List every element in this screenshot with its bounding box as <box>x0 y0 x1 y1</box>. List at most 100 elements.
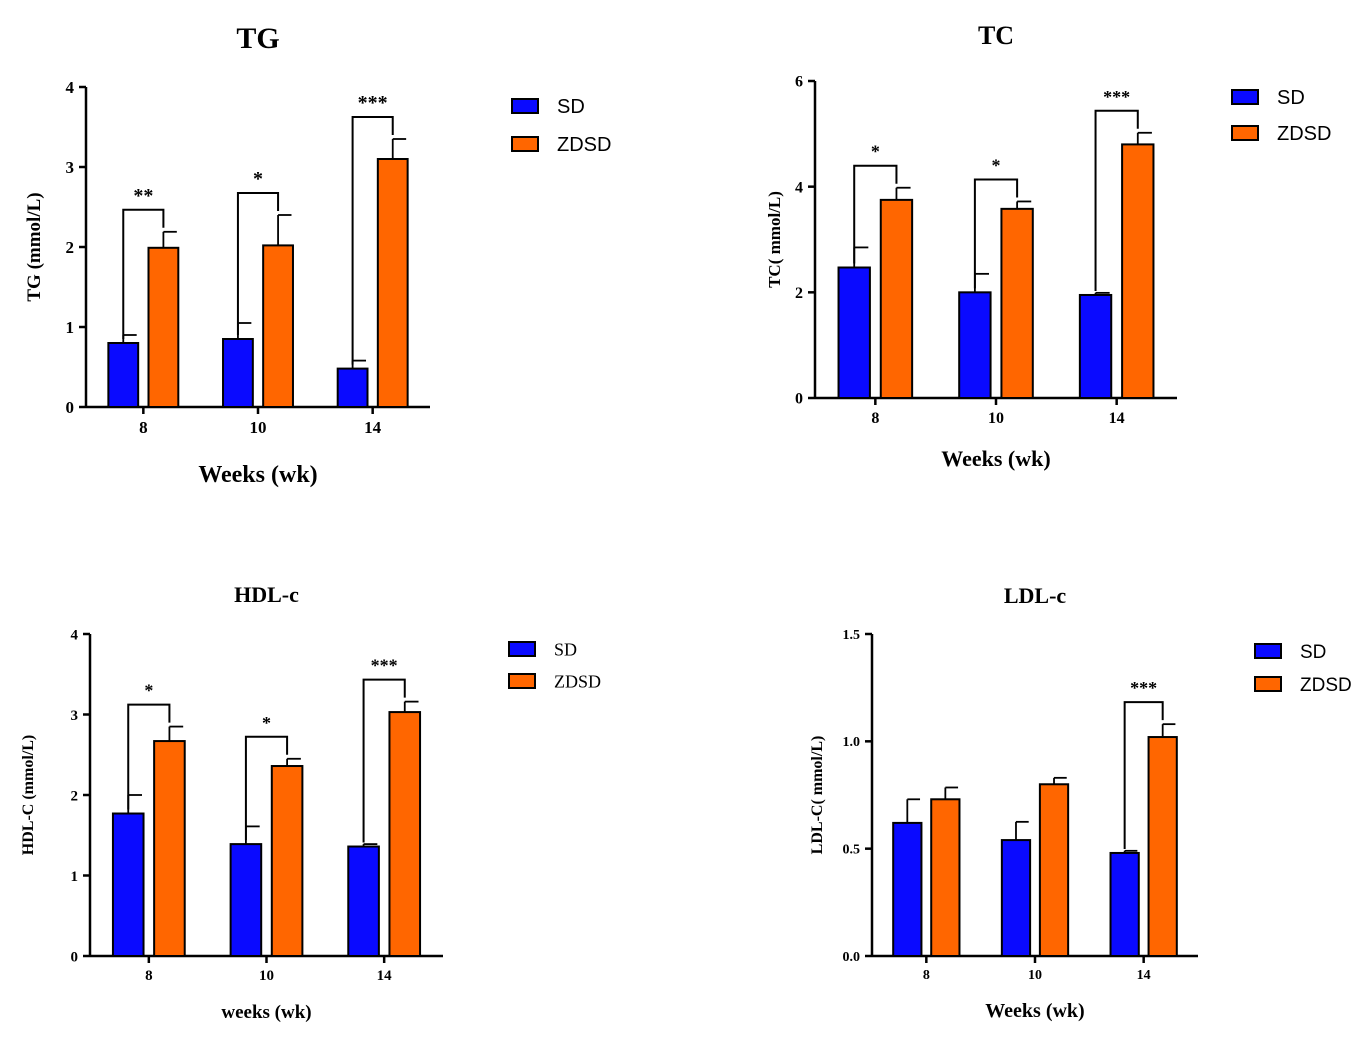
ldl-legend-label-sd: SD <box>1300 642 1326 663</box>
hdl-significance-label: * <box>262 713 271 733</box>
tg-y-tick-label: 0 <box>66 398 75 417</box>
tg-y-tick-label: 3 <box>66 158 75 177</box>
hdl-title: HDL-c <box>234 582 299 607</box>
tc-y-tick-label: 2 <box>795 285 803 302</box>
tg-x-label: Weeks (wk) <box>198 462 317 488</box>
tc-x-tick-label: 10 <box>988 410 1004 427</box>
hdl-y-tick-label: 0 <box>71 949 79 965</box>
hdl-legend-label-sd: SD <box>554 639 577 659</box>
tg-significance-label: ** <box>133 185 153 207</box>
hdl-significance-bracket <box>244 735 289 841</box>
tg-legend-label-zdsd: ZDSD <box>557 134 611 156</box>
tg-significance-label: *** <box>358 92 388 114</box>
tg-x-tick-label: 8 <box>139 418 148 437</box>
tc-x-label: Weeks (wk) <box>941 446 1050 471</box>
tc-chart: TC 0 2 4 6 TC( mmol/L) Weeks (wk) 8 * 10 * 14 *** SD Z… <box>765 21 1331 471</box>
tc-x-tick-label: 14 <box>1109 410 1125 427</box>
hdl-y-tick-label: 4 <box>71 627 79 643</box>
ldl-y-tick-label: 0.5 <box>843 843 861 858</box>
tc-legend-swatch-zdsd <box>1231 125 1259 141</box>
tg-significance-label: * <box>253 168 263 190</box>
tg-bar-zdsd-8 <box>147 246 180 408</box>
hdl-x-label: weeks (wk) <box>221 1002 311 1023</box>
hdl-y-tick-label: 2 <box>71 788 79 804</box>
hdl-significance-label: *** <box>371 656 398 676</box>
ldl-y-label: LDL-C( mmol/L) <box>809 736 826 855</box>
hdl-bar-zdsd-10 <box>270 765 304 958</box>
ldl-bar-zdsd-10 <box>1038 783 1070 957</box>
tg-significance-bracket <box>122 208 165 339</box>
ldl-bar-sd-10 <box>1000 839 1032 958</box>
tg-legend-swatch-zdsd <box>511 136 539 152</box>
tc-title: TC <box>978 21 1014 50</box>
ldl-legend-swatch-zdsd <box>1254 676 1282 692</box>
ldl-y-tick-label: 1.0 <box>843 735 861 750</box>
ldl-bar-zdsd-14 <box>1147 736 1178 957</box>
tc-significance-bracket <box>853 164 898 264</box>
tc-y-tick-label: 0 <box>795 391 803 408</box>
tg-bar-sd-10 <box>222 338 254 408</box>
tg-x-tick-label: 14 <box>364 418 382 437</box>
tg-legend-label-sd: SD <box>557 96 585 118</box>
ldl-x-label: Weeks (wk) <box>985 1000 1084 1022</box>
tg-y-tick-label: 2 <box>66 238 75 257</box>
tg-bar-sd-8 <box>107 342 140 408</box>
hdl-y-tick-label: 1 <box>71 869 79 885</box>
tc-legend-swatch-sd <box>1231 89 1259 105</box>
tc-y-tick-label: 4 <box>795 179 803 196</box>
ldl-chart: LDL-c 0.0 0.5 1.0 1.5 LDL-C( mmol/L) Weeks (wk… <box>809 583 1352 1022</box>
hdl-chart: HDL-c 0 1 2 3 4 HDL-C (mmol/L) weeks (wk) 8 * 10 * 1… <box>20 582 601 1023</box>
ldl-bar-zdsd-8 <box>930 798 961 957</box>
hdl-bar-zdsd-14 <box>388 711 422 958</box>
ldl-x-tick-label: 8 <box>923 968 930 983</box>
hdl-y-tick-label: 3 <box>71 708 79 724</box>
tc-bar-zdsd-8 <box>879 198 914 399</box>
tc-bar-sd-14 <box>1078 293 1113 400</box>
tc-bar-zdsd-14 <box>1121 143 1155 399</box>
tg-chart: TG 0 1 2 3 4 TG (mmol/L) Weeks (wk) 8 ** 10 * 14 *** S… <box>24 22 611 488</box>
hdl-legend-label-zdsd: ZDSD <box>554 671 601 691</box>
tc-bar-sd-8 <box>837 266 871 400</box>
hdl-legend-swatch-zdsd <box>508 673 536 689</box>
tc-y-tick-label: 6 <box>795 74 803 91</box>
ldl-title: LDL-c <box>1004 583 1067 608</box>
hdl-bar-zdsd-8 <box>153 740 186 957</box>
tc-y-label: TC( mmol/L) <box>765 191 784 288</box>
hdl-bar-sd-10 <box>229 843 263 957</box>
tc-legend-label-sd: SD <box>1277 87 1305 109</box>
tc-significance-bracket <box>1094 109 1139 291</box>
ldl-legend-label-zdsd: ZDSD <box>1300 675 1352 696</box>
tg-x-tick-label: 10 <box>250 418 267 437</box>
hdl-x-tick-label: 14 <box>377 968 393 984</box>
tg-y-tick-label: 4 <box>66 78 75 97</box>
ldl-x-tick-label: 14 <box>1137 968 1151 983</box>
tg-y-label: TG (mmol/L) <box>24 192 45 301</box>
tg-bar-zdsd-14 <box>376 158 409 408</box>
tg-significance-bracket <box>351 116 394 365</box>
hdl-significance-label: * <box>144 681 153 701</box>
tc-significance-bracket <box>973 178 1019 289</box>
tc-legend-label-zdsd: ZDSD <box>1277 123 1331 145</box>
hdl-significance-bracket <box>127 703 171 810</box>
hdl-x-tick-label: 8 <box>145 968 153 984</box>
ldl-y-tick-label: 1.5 <box>843 628 861 643</box>
tc-significance-label: * <box>871 142 880 162</box>
ldl-x-tick-label: 10 <box>1028 968 1042 983</box>
hdl-bar-sd-14 <box>347 845 380 958</box>
tg-title: TG <box>236 22 279 55</box>
tc-bar-zdsd-10 <box>1000 207 1034 399</box>
tc-significance-label: *** <box>1103 87 1130 107</box>
tc-x-tick-label: 8 <box>871 410 879 427</box>
ldl-legend-swatch-sd <box>1254 643 1282 659</box>
ldl-bar-sd-8 <box>892 821 923 958</box>
tc-significance-label: * <box>992 155 1001 175</box>
tg-y-tick-label: 1 <box>66 318 75 337</box>
tc-bar-sd-10 <box>958 291 992 400</box>
tg-bar-sd-14 <box>336 367 369 409</box>
ldl-bar-sd-14 <box>1109 851 1140 958</box>
hdl-legend-swatch-sd <box>508 641 536 657</box>
hdl-bar-sd-8 <box>111 812 145 958</box>
tg-significance-bracket <box>236 192 280 335</box>
hdl-y-label: HDL-C (mmol/L) <box>20 735 37 855</box>
